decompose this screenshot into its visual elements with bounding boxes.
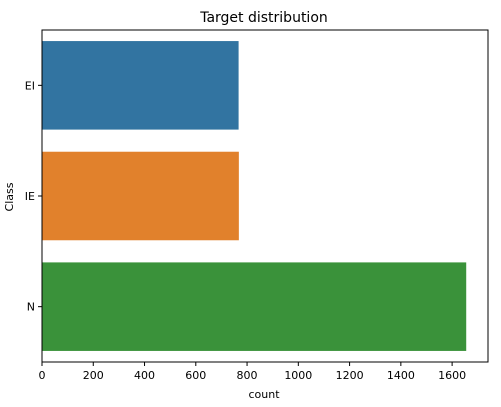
y-axis-label: Class <box>3 182 16 211</box>
y-tick-label-ei: EI <box>25 79 35 92</box>
x-tick-label-600: 600 <box>185 369 206 382</box>
bar-n <box>42 262 467 351</box>
x-tick-label-200: 200 <box>83 369 104 382</box>
x-axis-ticks: 0 200 400 600 800 1000 1200 1400 1600 <box>39 362 466 382</box>
plot-frame <box>41 29 489 363</box>
chart-title: Target distribution <box>199 10 328 26</box>
x-tick-label-1200: 1200 <box>336 369 364 382</box>
x-tick-label-1000: 1000 <box>284 369 312 382</box>
y-tick-label-n: N <box>27 301 35 314</box>
y-axis-ticks: EI IE N <box>25 79 42 314</box>
x-tick-label-400: 400 <box>134 369 155 382</box>
x-tick-label-1400: 1400 <box>387 369 415 382</box>
bar-ei <box>42 41 239 130</box>
bar-ie <box>42 151 239 241</box>
x-tick-label-1600: 1600 <box>438 369 466 382</box>
x-tick-label-0: 0 <box>39 369 46 382</box>
x-axis-label: count <box>248 388 280 401</box>
bars-group <box>42 41 467 351</box>
x-tick-label-800: 800 <box>237 369 258 382</box>
y-tick-label-ie: IE <box>25 190 35 203</box>
